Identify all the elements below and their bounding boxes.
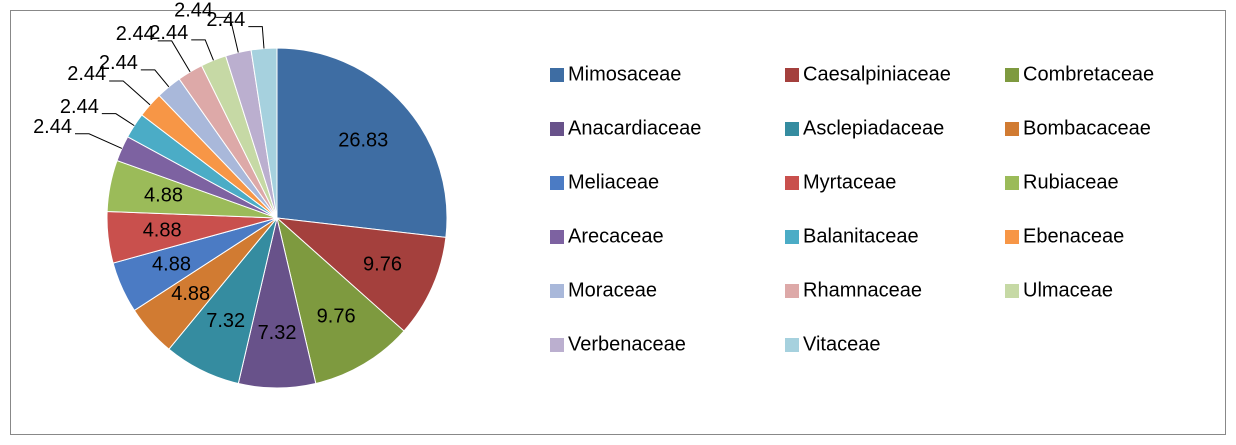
legend-swatch	[1005, 68, 1019, 82]
data-label: 7.32	[206, 310, 245, 332]
data-label: 2.44	[99, 52, 138, 74]
leader-line	[101, 113, 135, 127]
legend-swatch	[1005, 122, 1019, 136]
data-label: 2.44	[174, 0, 213, 22]
legend-label: Myrtaceae	[803, 171, 896, 193]
pie-slice	[276, 216, 405, 385]
legend-label: Combretaceae	[1023, 63, 1154, 85]
legend-swatch	[550, 68, 564, 82]
legend-swatch	[550, 338, 564, 352]
legend-swatch	[785, 338, 799, 352]
data-label: 9.76	[317, 306, 356, 328]
legend-swatch	[785, 230, 799, 244]
legend-label: Asclepiadaceae	[803, 117, 944, 139]
data-label: 26.83	[338, 129, 388, 151]
data-label: 2.44	[206, 9, 245, 31]
legend-swatch	[785, 176, 799, 190]
data-label: 4.88	[171, 283, 210, 305]
legend-label: Rubiaceae	[1023, 171, 1119, 193]
legend-label: Vitaceae	[803, 333, 880, 355]
legend-swatch	[550, 230, 564, 244]
leader-line	[191, 39, 214, 61]
leader-line	[248, 26, 265, 49]
data-label: 9.76	[363, 254, 402, 276]
legend-swatch	[1005, 284, 1019, 298]
legend-label: Verbenaceae	[568, 333, 686, 355]
leader-line	[140, 69, 170, 88]
legend-label: Caesalpiniaceae	[803, 63, 951, 85]
data-label: 2.44	[33, 116, 72, 138]
legend-label: Moraceae	[568, 279, 657, 301]
data-label: 2.44	[149, 22, 188, 44]
legend-label: Ebenaceae	[1023, 225, 1124, 247]
legend-label: Arecaceae	[568, 225, 664, 247]
data-label: 2.44	[60, 96, 99, 118]
leader-line	[109, 80, 151, 106]
data-label: 7.32	[258, 322, 297, 344]
legend-swatch	[785, 122, 799, 136]
legend-label: Bombacaceae	[1023, 117, 1151, 139]
data-label: 4.88	[144, 184, 183, 206]
leader-line	[157, 40, 191, 73]
legend-swatch	[1005, 230, 1019, 244]
legend-swatch	[550, 284, 564, 298]
pie-slice	[276, 47, 448, 238]
data-label: 2.44	[67, 63, 106, 85]
data-label: 2.44	[116, 23, 155, 45]
legend-swatch	[1005, 176, 1019, 190]
legend-swatch	[785, 68, 799, 82]
data-label: 4.88	[143, 220, 182, 242]
leader-line	[75, 133, 123, 149]
legend-label: Balanitaceae	[803, 225, 919, 247]
legend-label: Mimosaceae	[568, 63, 681, 85]
data-label: 4.88	[152, 254, 191, 276]
legend-swatch	[550, 122, 564, 136]
leader-line	[216, 16, 239, 53]
legend-swatch	[785, 284, 799, 298]
legend-label: Anacardiaceae	[568, 117, 701, 139]
legend-label: Meliaceae	[568, 171, 659, 193]
legend-label: Ulmaceae	[1023, 279, 1113, 301]
pie-slice	[275, 217, 447, 332]
legend-swatch	[550, 176, 564, 190]
legend-label: Rhamnaceae	[803, 279, 922, 301]
